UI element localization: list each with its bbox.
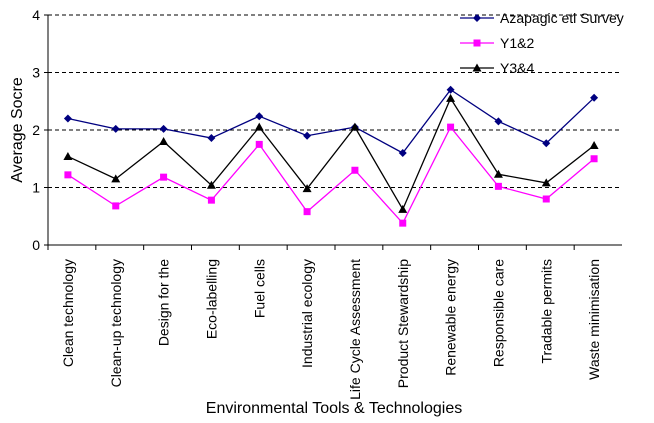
marker — [159, 124, 168, 133]
marker — [446, 85, 455, 94]
x-tick-label: Industrial ecology — [299, 259, 315, 368]
series-line — [67, 125, 595, 225]
marker — [255, 140, 263, 148]
series-line — [67, 96, 595, 211]
marker — [303, 131, 312, 140]
marker — [207, 196, 215, 204]
marker — [351, 166, 359, 174]
marker — [473, 39, 481, 47]
marker — [206, 180, 216, 189]
legend-label: Azapagic etl Survey — [500, 10, 624, 26]
marker — [493, 169, 503, 178]
marker — [111, 174, 121, 183]
x-axis-title: Environmental Tools & Technologies — [206, 400, 462, 417]
x-tick-label: Life Cycle Assessment — [347, 259, 363, 400]
marker — [111, 124, 120, 133]
marker — [494, 117, 503, 126]
x-tick-label: Fuel cells — [251, 259, 267, 318]
marker — [254, 122, 264, 131]
marker — [160, 173, 168, 181]
marker — [446, 93, 456, 102]
marker — [589, 141, 599, 150]
x-tick-label: Waste minimisation — [586, 259, 602, 380]
x-tick-label: Renewable energy — [443, 259, 459, 376]
x-tick-label: Eco-labelling — [203, 259, 219, 339]
marker — [590, 93, 599, 102]
y-tick-label: 3 — [32, 65, 40, 81]
marker — [63, 114, 72, 123]
x-tick-label: Product Stewardship — [395, 259, 411, 388]
marker — [447, 123, 455, 131]
marker — [63, 151, 73, 160]
series-line — [67, 88, 595, 154]
marker — [302, 184, 312, 193]
marker — [590, 155, 598, 163]
x-tick-label: Responsible care — [490, 259, 506, 367]
y-tick-label: 0 — [32, 237, 40, 253]
marker — [542, 139, 551, 148]
x-tick-label: Tradable permits — [538, 259, 554, 364]
marker — [255, 112, 264, 121]
marker — [398, 204, 408, 213]
x-tick-label: Clean technology — [60, 259, 76, 367]
legend-label: Y1&2 — [500, 35, 534, 51]
marker — [159, 137, 169, 145]
marker — [207, 134, 216, 143]
y-tick-label: 4 — [32, 7, 40, 23]
marker — [473, 14, 481, 22]
y-tick-label: 1 — [32, 180, 40, 196]
x-tick-label: Design for the — [156, 259, 172, 346]
legend-label: Y3&4 — [500, 60, 534, 76]
marker — [350, 122, 360, 131]
marker — [303, 208, 311, 216]
marker — [494, 182, 502, 190]
marker — [64, 171, 72, 179]
y-axis-title: Average Socre — [9, 77, 26, 183]
marker — [472, 63, 482, 72]
marker — [112, 202, 120, 210]
marker — [398, 149, 407, 157]
marker — [541, 178, 551, 187]
marker — [399, 219, 407, 227]
x-tick-label: Clean-up technology — [108, 259, 124, 387]
marker — [542, 195, 550, 203]
y-tick-label: 2 — [32, 122, 40, 138]
